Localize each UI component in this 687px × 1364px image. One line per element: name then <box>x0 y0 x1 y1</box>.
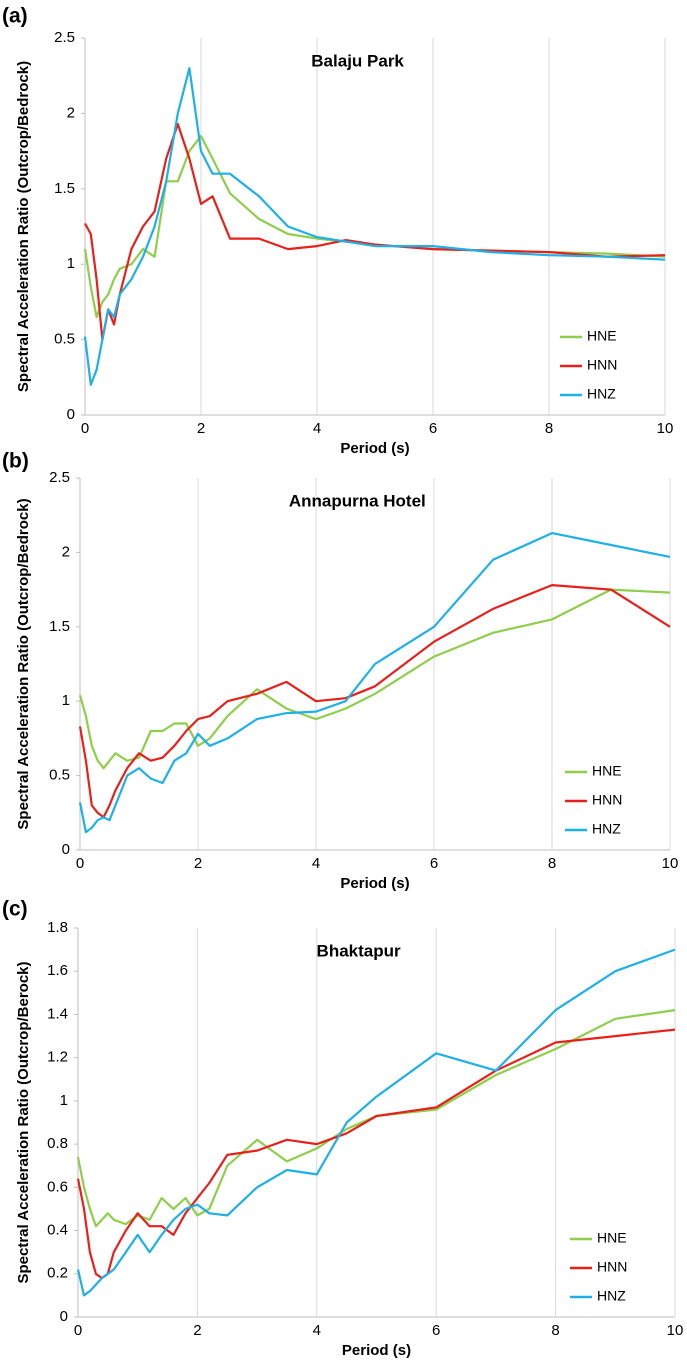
chart-title: Balaju Park <box>311 51 404 70</box>
legend-label: HNZ <box>592 821 621 837</box>
series-line <box>78 532 671 834</box>
x-tick-label: 4 <box>313 1322 321 1339</box>
y-tick-label: 1.2 <box>47 1049 68 1066</box>
series-line <box>78 588 671 770</box>
series-line <box>76 1009 676 1228</box>
chart-title: Annapurna Hotel <box>289 491 426 510</box>
x-tick-label: 10 <box>662 855 679 872</box>
x-tick-label: 10 <box>667 1322 684 1339</box>
panel-label: (b) <box>2 450 29 473</box>
y-tick-label: 1.5 <box>49 618 70 635</box>
legend-label: HNE <box>587 328 617 344</box>
series-line <box>78 584 671 819</box>
x-tick-label: 6 <box>432 1322 440 1339</box>
x-tick-label: 8 <box>551 1322 559 1339</box>
y-tick-label: 1.8 <box>47 919 68 936</box>
legend-label: HNZ <box>597 1288 626 1304</box>
x-axis-label: Period (s) <box>340 875 409 892</box>
y-tick-label: 1.4 <box>47 1005 68 1022</box>
y-tick-label: 0.5 <box>54 331 75 348</box>
y-tick-label: 0.8 <box>47 1135 68 1152</box>
y-tick-label: 2.5 <box>49 469 70 486</box>
x-tick-label: 8 <box>548 855 556 872</box>
x-tick-label: 8 <box>545 420 553 437</box>
y-tick-label: 1 <box>62 692 70 709</box>
y-tick-label: 0.4 <box>47 1222 68 1239</box>
y-tick-label: 1.6 <box>47 962 68 979</box>
x-tick-label: 10 <box>657 420 674 437</box>
y-axis-label: Spectral Acceleration Ratio (Outcrop/Ber… <box>15 961 32 1283</box>
y-tick-label: 2 <box>62 543 70 560</box>
x-tick-label: 6 <box>430 855 438 872</box>
y-tick-label: 0.2 <box>47 1265 68 1282</box>
legend-label: HNZ <box>587 386 616 402</box>
y-tick-label: 0 <box>62 841 70 858</box>
y-tick-label: 1 <box>60 1092 68 1109</box>
y-tick-label: 0.6 <box>47 1178 68 1195</box>
series-line <box>83 67 666 386</box>
x-tick-label: 2 <box>194 855 202 872</box>
series-line <box>84 122 666 341</box>
y-tick-label: 2 <box>67 104 75 121</box>
y-axis-label: Spectral Acceleration Ratio (Outcrop/Bed… <box>15 498 32 829</box>
x-tick-label: 2 <box>193 1322 201 1339</box>
x-tick-label: 4 <box>312 855 320 872</box>
legend-label: HNE <box>592 763 622 779</box>
x-tick-label: 0 <box>81 420 89 437</box>
x-tick-label: 0 <box>76 855 84 872</box>
y-tick-label: 0 <box>67 406 75 423</box>
y-tick-label: 1.5 <box>54 180 75 197</box>
x-axis-label: Period (s) <box>340 440 409 457</box>
y-axis-label: Spectral Acceleration Ratio (Outcrop/Bed… <box>15 61 32 392</box>
chart-title: Bhaktapur <box>317 941 401 960</box>
x-axis-label: Period (s) <box>342 1342 411 1359</box>
x-tick-label: 6 <box>429 420 437 437</box>
y-tick-label: 2.5 <box>54 29 75 46</box>
legend-label: HNN <box>587 357 617 373</box>
legend-label: HNE <box>597 1230 627 1246</box>
x-tick-label: 2 <box>197 420 205 437</box>
series-line <box>76 948 676 1297</box>
legend-label: HNN <box>597 1259 627 1275</box>
legend-label: HNN <box>592 792 622 808</box>
y-tick-label: 0.5 <box>49 767 70 784</box>
x-tick-label: 4 <box>313 420 321 437</box>
panel-label: (c) <box>2 898 28 921</box>
series-line <box>76 1028 676 1280</box>
y-tick-label: 0 <box>60 1308 68 1325</box>
y-tick-label: 1 <box>67 255 75 272</box>
series-line <box>83 134 666 319</box>
panel-label: (a) <box>2 5 28 28</box>
x-tick-label: 0 <box>74 1322 82 1339</box>
